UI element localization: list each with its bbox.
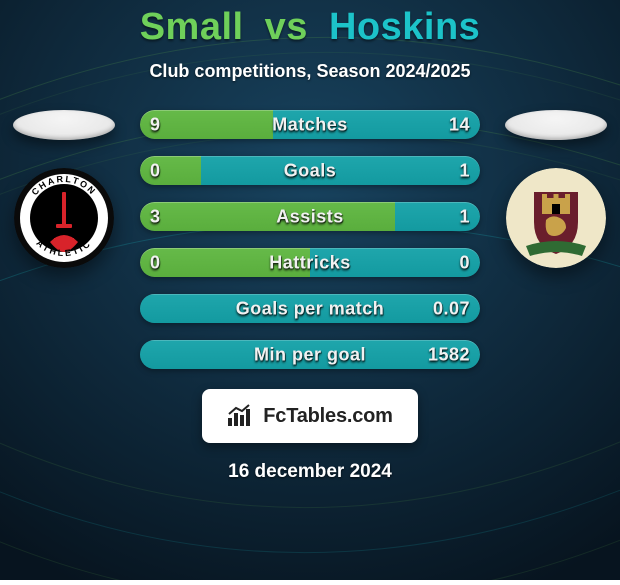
content: Small vs Hoskins Club competitions, Seas… bbox=[0, 0, 620, 580]
stat-bar: 0 1 Goals bbox=[140, 156, 480, 185]
title-player1: Small bbox=[140, 6, 244, 48]
comparison-bars: 9 14 Matches 0 1 Goals 3 1 Assists 0 0 Hattricks 0.0… bbox=[140, 110, 480, 369]
stat-label: Goals per match bbox=[236, 298, 385, 319]
stat-label: Min per goal bbox=[254, 344, 366, 365]
branding-text: FcTables.com bbox=[263, 405, 393, 428]
stat-bar: 0 0 Hattricks bbox=[140, 248, 480, 277]
date-stamp: 16 december 2024 bbox=[228, 461, 392, 483]
title-player2: Hoskins bbox=[329, 6, 480, 48]
stat-value-left: 9 bbox=[150, 114, 161, 135]
title-vs: vs bbox=[265, 6, 308, 48]
stat-value-left: 3 bbox=[150, 206, 161, 227]
stat-label: Assists bbox=[276, 206, 344, 227]
main-row: CHARLTON ATHLETIC 9 14 Matches 0 1 Goals 3 1 Ass… bbox=[0, 110, 620, 369]
stat-value-right: 14 bbox=[449, 114, 470, 135]
stat-bar: 1582 Min per goal bbox=[140, 340, 480, 369]
stat-label: Goals bbox=[284, 160, 337, 181]
stat-value-right: 0.07 bbox=[433, 298, 470, 319]
stat-value-right: 0 bbox=[459, 252, 470, 273]
right-side bbox=[496, 110, 616, 268]
right-flag-icon bbox=[505, 110, 607, 140]
stat-value-right: 1 bbox=[459, 160, 470, 181]
stat-bar: 3 1 Assists bbox=[140, 202, 480, 231]
left-flag-icon bbox=[13, 110, 115, 140]
stat-value-left: 0 bbox=[150, 252, 161, 273]
left-side: CHARLTON ATHLETIC bbox=[4, 110, 124, 268]
subtitle: Club competitions, Season 2024/2025 bbox=[149, 61, 470, 82]
stat-bar: 0.07 Goals per match bbox=[140, 294, 480, 323]
stat-bar: 9 14 Matches bbox=[140, 110, 480, 139]
stat-value-right: 1 bbox=[459, 206, 470, 227]
left-crest-icon: CHARLTON ATHLETIC bbox=[14, 168, 114, 268]
branding-chart-icon bbox=[227, 404, 255, 428]
stat-label: Matches bbox=[272, 114, 348, 135]
stat-value-right: 1582 bbox=[428, 344, 470, 365]
stat-value-left: 0 bbox=[150, 160, 161, 181]
right-crest-icon bbox=[506, 168, 606, 268]
page-title: Small vs Hoskins bbox=[140, 6, 481, 49]
branding-badge: FcTables.com bbox=[202, 389, 418, 443]
stat-label: Hattricks bbox=[269, 252, 351, 273]
